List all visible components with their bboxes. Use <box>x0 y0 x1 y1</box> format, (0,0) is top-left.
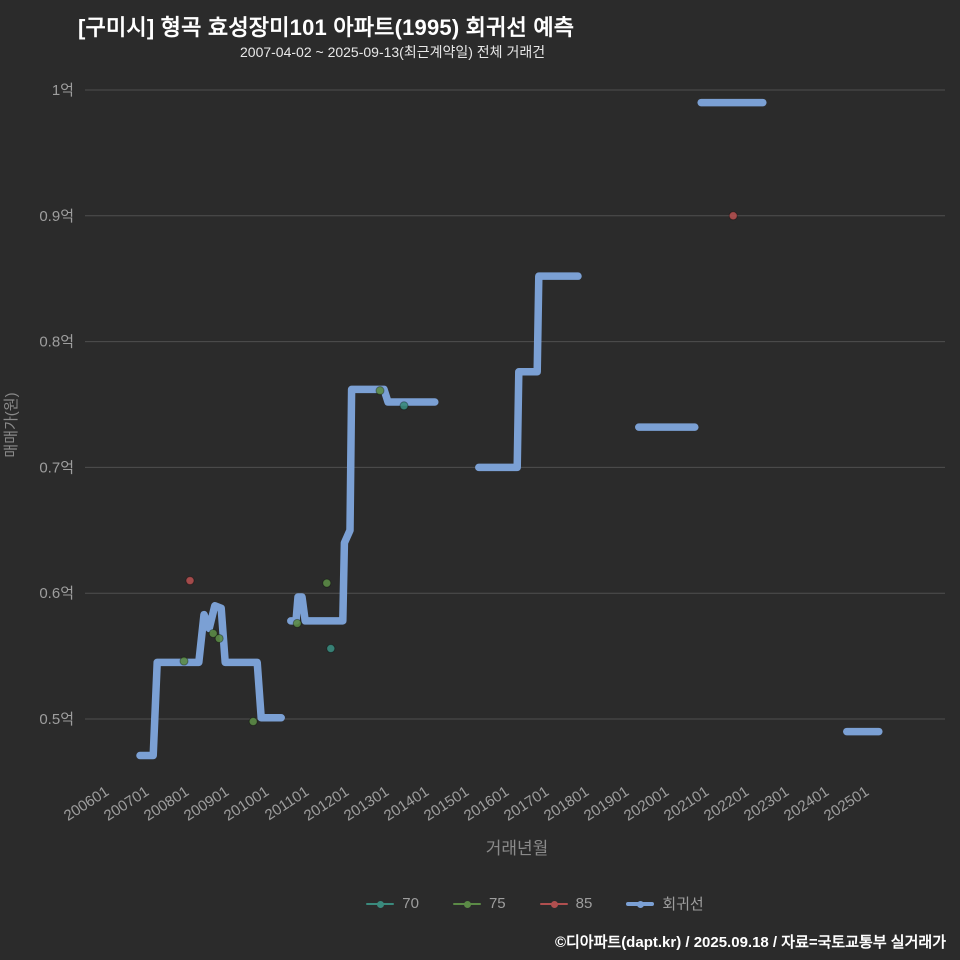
x-tick-label: 201101 <box>262 783 312 824</box>
x-tick-label: 200701 <box>101 783 152 825</box>
y-tick-label: 0.9억 <box>39 208 74 225</box>
x-tick-label: 201401 <box>381 783 432 825</box>
scatter-point-70[interactable] <box>399 401 409 411</box>
chart-title: [구미시] 형곡 효성장미101 아파트(1995) 회귀선 예측 <box>78 15 575 40</box>
x-tick-label: 200901 <box>181 783 232 825</box>
scatter-point-75[interactable] <box>322 578 332 588</box>
x-tick-label: 201301 <box>341 783 392 825</box>
x-axis-label: 거래년월 <box>486 839 549 858</box>
y-tick-label: 1억 <box>52 82 74 99</box>
legend-label: 회귀선 <box>662 896 704 913</box>
x-tick-label: 201501 <box>421 783 472 825</box>
legend-label: 85 <box>575 895 593 912</box>
x-tick-label: 200601 <box>61 783 112 825</box>
scatter-point-75[interactable] <box>214 633 224 643</box>
y-axis-label: 매매가(원) <box>3 392 20 457</box>
legend-item-75[interactable]: 75 <box>452 895 506 912</box>
legend-item-85[interactable]: 85 <box>539 895 593 912</box>
legend-item-70[interactable]: 70 <box>366 895 419 912</box>
regression-line-segment[interactable] <box>136 602 285 760</box>
x-tick-label: 202501 <box>821 783 872 825</box>
scatter-point-85[interactable] <box>185 576 195 586</box>
legend-item-회귀선[interactable]: 회귀선 <box>626 893 704 914</box>
scatter-point-75[interactable] <box>179 656 189 666</box>
x-tick-label: 201701 <box>501 783 552 825</box>
scatter-point-70[interactable] <box>326 644 336 654</box>
x-tick-label: 201901 <box>581 783 632 825</box>
x-tick-label: 200801 <box>141 783 192 825</box>
x-tick-label: 202401 <box>781 783 832 825</box>
x-tick-label: 201201 <box>301 783 352 825</box>
x-tick-label: 202301 <box>741 783 792 825</box>
legend-line-dot-icon <box>539 899 568 909</box>
x-tick-label: 202101 <box>661 783 712 825</box>
legend-line-dot-icon <box>366 899 395 909</box>
legend-line-dot-icon <box>452 899 481 909</box>
scatter-point-75[interactable] <box>375 386 385 396</box>
legend-label: 75 <box>488 895 506 912</box>
scatter-point-75[interactable] <box>208 628 218 638</box>
legend-label: 70 <box>402 895 419 912</box>
y-tick-label: 0.8억 <box>39 334 74 351</box>
y-tick-label: 0.7억 <box>39 459 74 476</box>
y-tick-label: 0.6억 <box>39 585 74 602</box>
y-tick-label: 0.5억 <box>39 711 74 728</box>
chart-subtitle: 2007-04-02 ~ 2025-09-13(최근계약일) 전체 거래건 <box>240 44 546 60</box>
legend-line-dot-icon <box>626 899 655 909</box>
chart-footer: ©디아파트(dapt.kr) / 2025.09.18 / 자료=국토교통부 실… <box>554 934 946 951</box>
x-tick-label: 201601 <box>461 783 512 825</box>
scatter-point-85[interactable] <box>728 211 738 221</box>
regression-line-segment[interactable] <box>475 272 582 472</box>
chart-legend: 70 75 85 회귀선 <box>55 893 960 914</box>
x-tick-label: 202201 <box>701 783 752 825</box>
x-tick-label: 201801 <box>541 783 592 825</box>
scatter-point-75[interactable] <box>248 717 258 727</box>
x-tick-label: 202001 <box>621 783 672 825</box>
regression-line-segment[interactable] <box>287 385 439 625</box>
scatter-point-75[interactable] <box>292 618 302 628</box>
x-tick-label: 201001 <box>221 783 272 825</box>
